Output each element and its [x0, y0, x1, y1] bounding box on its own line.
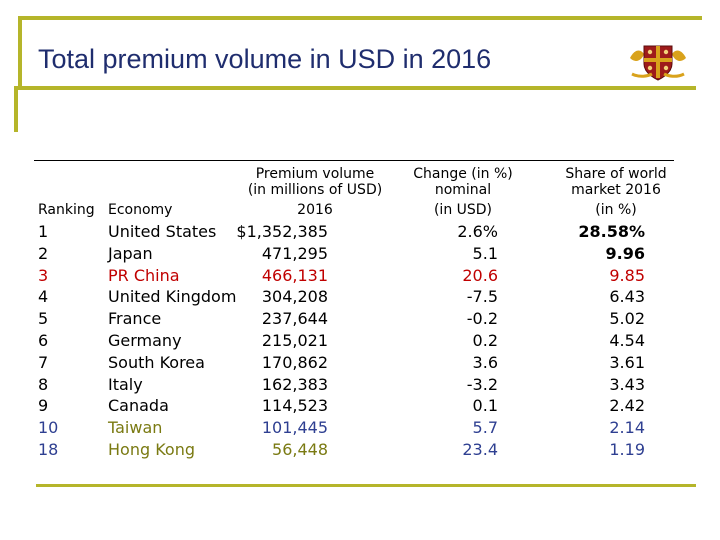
volume-cell: 466,131	[261, 265, 328, 285]
economy-cell: South Korea	[108, 352, 205, 372]
header-share-line-3: (in %)	[595, 202, 637, 218]
share-cell: 2.42	[609, 396, 645, 416]
header-volume-line-1: Premium volume	[255, 166, 375, 182]
table-row-highlighted-hong-kong: 18 Hong Kong 56,448 23.4 1.19	[0, 439, 720, 461]
economy-cell: United Kingdom	[108, 287, 237, 307]
table-row-highlighted-china: 3 PR China 466,131 20.6 9.85	[0, 265, 720, 287]
header-change-line-2: nominal	[434, 182, 492, 198]
table-row: 2 Japan 471,295 5.1 9.96	[0, 243, 720, 265]
table-row: 4 United Kingdom 304,208 -7.5 6.43	[0, 286, 720, 308]
frame-line-vertical-bottom	[14, 86, 18, 132]
economy-cell: Hong Kong	[108, 439, 195, 459]
header-change-line-3: (in USD)	[433, 202, 493, 218]
table-row-highlighted-taiwan: 10 Taiwan 101,445 5.7 2.14	[0, 417, 720, 439]
economy-cell: France	[108, 309, 162, 329]
share-cell: 1.19	[609, 439, 645, 459]
header-volume-line-3: 2016	[297, 202, 333, 218]
share-cell: 2.14	[609, 418, 645, 438]
share-cell: 4.54	[609, 330, 645, 350]
change-cell: 5.1	[472, 243, 498, 263]
table-row: 9 Canada 114,523 0.1 2.42	[0, 395, 720, 417]
change-cell: 0.1	[472, 396, 498, 416]
rank-cell: 1	[38, 222, 49, 241]
table-row: 7 South Korea 170,862 3.6 3.61	[0, 352, 720, 374]
rank-cell: 18	[38, 439, 59, 459]
economy-cell: Italy	[108, 374, 143, 394]
volume-cell: 56,448	[272, 439, 328, 459]
volume-cell: 162,383	[261, 374, 328, 394]
share-cell: 3.61	[609, 352, 645, 372]
header-share-line-2: market 2016	[571, 182, 661, 198]
economy-cell: PR China	[108, 265, 180, 285]
rank-cell: 7	[38, 352, 49, 372]
share-cell: 5.02	[609, 309, 645, 329]
volume-cell: 101,445	[261, 418, 328, 438]
share-cell: 3.43	[609, 374, 645, 394]
university-crest-logo	[630, 45, 686, 81]
premium-table-body: 1 United States $1,352,385 2.6% 28.58% 2…	[0, 221, 720, 461]
change-cell: 5.7	[472, 418, 498, 438]
rank-cell: 8	[38, 374, 49, 394]
header-change-line-1: Change (in %)	[413, 166, 513, 182]
change-cell: 20.6	[462, 265, 498, 285]
frame-line-horizontal-top	[18, 16, 702, 20]
economy-cell: Canada	[108, 396, 169, 416]
rank-cell: 3	[38, 265, 49, 285]
table-row: 8 Italy 162,383 -3.2 3.43	[0, 374, 720, 396]
share-cell: 6.43	[609, 287, 645, 307]
share-cell: 9.85	[609, 265, 645, 285]
volume-cell: 170,862	[261, 352, 328, 372]
change-cell: 23.4	[462, 439, 498, 459]
frame-line-vertical-top	[18, 16, 22, 88]
volume-cell: 114,523	[261, 396, 328, 416]
rank-cell: 10	[38, 418, 59, 438]
volume-cell: 237,644	[261, 309, 328, 329]
change-cell: 2.6%	[457, 222, 498, 241]
header-share-line-1: Share of world	[565, 166, 667, 182]
header-economy: Economy	[108, 202, 173, 218]
share-cell: 9.96	[605, 243, 645, 263]
change-cell: -0.2	[466, 309, 498, 329]
rank-cell: 2	[38, 243, 49, 263]
economy-cell: Taiwan	[108, 418, 163, 438]
change-cell: -3.2	[466, 374, 498, 394]
share-cell: 28.58%	[578, 222, 645, 241]
header-ranking: Ranking	[38, 202, 95, 218]
header-volume-line-2: (in millions of USD)	[247, 182, 383, 198]
table-row: 1 United States $1,352,385 2.6% 28.58%	[0, 221, 720, 243]
frame-line-horizontal-middle	[14, 86, 696, 90]
volume-cell: 215,021	[261, 330, 328, 350]
header-premium-volume: Premium volume (in millions of USD) 2016	[240, 166, 390, 218]
volume-cell: $1,352,385	[236, 222, 328, 241]
table-row: 6 Germany 215,021 0.2 4.54	[0, 330, 720, 352]
rank-cell: 5	[38, 309, 49, 329]
economy-cell: Japan	[108, 243, 153, 263]
header-change: Change (in %) nominal (in USD)	[408, 166, 518, 218]
slide-title: Total premium volume in USD in 2016	[38, 44, 492, 74]
table-top-rule	[34, 160, 674, 161]
volume-cell: 304,208	[261, 287, 328, 307]
volume-cell: 471,295	[261, 243, 328, 263]
frame-line-horizontal-footer	[36, 484, 696, 487]
rank-cell: 9	[38, 396, 49, 416]
change-cell: 3.6	[472, 352, 498, 372]
economy-cell: Germany	[108, 330, 182, 350]
rank-cell: 4	[38, 287, 49, 307]
change-cell: 0.2	[472, 330, 498, 350]
rank-cell: 6	[38, 330, 49, 350]
economy-cell: United States	[108, 222, 217, 241]
change-cell: -7.5	[466, 287, 498, 307]
table-row: 5 France 237,644 -0.2 5.02	[0, 308, 720, 330]
header-share: Share of world market 2016 (in %)	[556, 166, 676, 218]
